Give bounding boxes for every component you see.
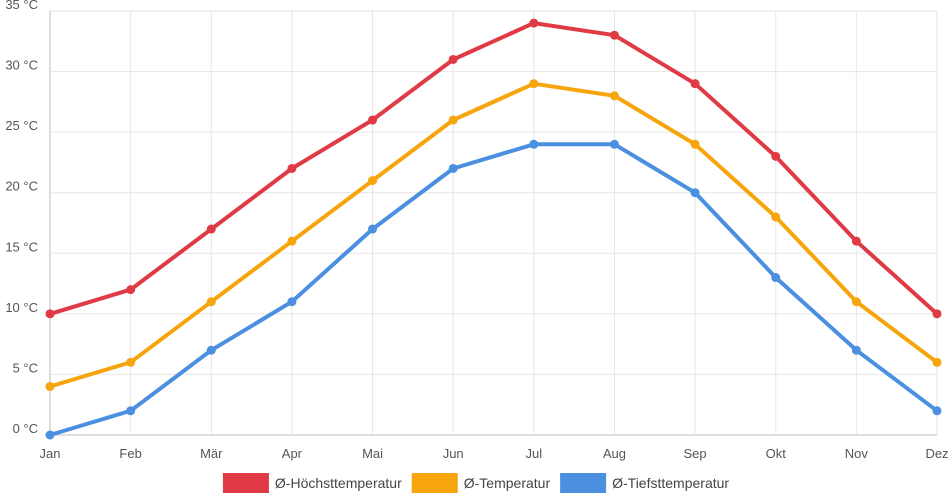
data-point	[529, 139, 539, 149]
legend-label: Ø-Höchsttemperatur	[275, 475, 402, 491]
series-line	[48, 142, 939, 437]
data-point	[932, 309, 942, 319]
data-point	[126, 357, 136, 367]
data-point	[206, 297, 216, 307]
y-tick-label: 30 °C	[5, 58, 38, 73]
legend-swatch	[222, 473, 269, 493]
data-point	[690, 139, 700, 149]
data-point	[287, 163, 297, 173]
data-point	[690, 188, 700, 198]
legend-swatch	[411, 473, 458, 493]
data-point	[851, 236, 861, 246]
y-tick-label: 10 °C	[5, 300, 38, 315]
x-tick-label: Jan	[40, 446, 61, 461]
data-point	[206, 345, 216, 355]
x-tick-label: Dez	[925, 446, 948, 461]
y-tick-label: 35 °C	[5, 0, 38, 12]
x-tick-label: Apr	[282, 446, 303, 461]
data-point	[851, 297, 861, 307]
data-point	[368, 224, 378, 234]
x-axis: Jan Feb Mär Apr Mai Jun Jul Aug Sep Okt Nov Dez	[40, 446, 949, 461]
data-point	[609, 30, 619, 40]
legend-swatch	[560, 473, 607, 493]
data-point	[448, 54, 458, 64]
data-point	[126, 406, 136, 416]
data-point	[287, 297, 297, 307]
series-line	[48, 81, 939, 389]
data-point	[771, 151, 781, 161]
chart-grid	[49, 10, 938, 436]
series-line	[48, 21, 939, 316]
data-point	[690, 79, 700, 89]
y-tick-label: 20 °C	[5, 179, 38, 194]
legend-item: Ø-Höchsttemperatur	[222, 473, 402, 493]
legend-item: Ø-Tiefsttemperatur	[560, 473, 729, 493]
x-tick-label: Jul	[526, 446, 543, 461]
y-axis: 0 °C 5 °C 10 °C 15 °C 20 °C 25 °C 30 °C 35 °C	[5, 0, 38, 436]
series-group	[45, 139, 942, 440]
data-point	[932, 406, 942, 416]
x-tick-label: Mai	[362, 446, 383, 461]
data-point	[45, 309, 55, 319]
data-point	[368, 176, 378, 186]
x-tick-label: Feb	[119, 446, 141, 461]
y-tick-label: 5 °C	[13, 360, 38, 375]
x-tick-label: Okt	[766, 446, 787, 461]
data-point	[45, 430, 55, 440]
x-tick-label: Sep	[684, 446, 707, 461]
legend-label: Ø-Temperatur	[464, 475, 551, 491]
legend-item: Ø-Temperatur	[411, 473, 551, 493]
x-tick-label: Mär	[200, 446, 223, 461]
data-point	[206, 224, 216, 234]
data-point	[932, 357, 942, 367]
data-point	[609, 139, 619, 149]
chart-series	[45, 18, 942, 440]
legend-label: Ø-Tiefsttemperatur	[612, 475, 729, 491]
x-tick-label: Aug	[603, 446, 626, 461]
y-tick-label: 0 °C	[13, 421, 38, 436]
data-point	[448, 115, 458, 125]
x-tick-label: Nov	[845, 446, 869, 461]
chart-legend: Ø-Höchsttemperatur Ø-Temperatur Ø-Tiefstte…	[222, 473, 729, 493]
data-point	[45, 382, 55, 392]
y-tick-label: 25 °C	[5, 118, 38, 133]
data-point	[771, 273, 781, 283]
data-point	[126, 285, 136, 295]
data-point	[851, 345, 861, 355]
data-point	[448, 163, 458, 173]
y-tick-label: 15 °C	[5, 239, 38, 254]
data-point	[287, 236, 297, 246]
data-point	[771, 212, 781, 222]
data-point	[368, 115, 378, 125]
series-group	[45, 79, 942, 392]
series-group	[45, 18, 942, 319]
data-point	[609, 91, 619, 101]
data-point	[529, 79, 539, 89]
data-point	[529, 18, 539, 28]
x-tick-label: Jun	[443, 446, 464, 461]
